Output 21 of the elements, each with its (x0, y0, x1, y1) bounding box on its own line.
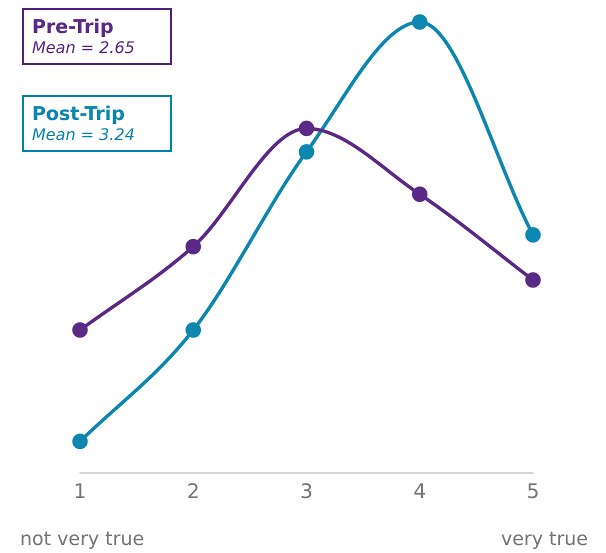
point (186, 322, 201, 338)
point (72, 434, 88, 450)
text: Pre-Trip (32, 16, 115, 38)
x-tick-label: 5 (526, 479, 540, 504)
text: not very true (20, 528, 144, 550)
x-tick-label: 3 (300, 479, 313, 504)
point (298, 144, 314, 160)
point (525, 272, 541, 288)
text: Post-Trip (32, 103, 126, 125)
point (412, 14, 428, 30)
annotation: Mean = 3.24 (32, 125, 136, 144)
point (72, 322, 88, 338)
x-tick-label: 1 (74, 479, 86, 504)
text: very true (500, 528, 588, 550)
point (298, 120, 314, 136)
x-tick-label: 4 (413, 479, 426, 504)
point (525, 227, 541, 243)
x-tick-label: 2 (186, 479, 200, 504)
point (412, 186, 428, 202)
point (186, 238, 201, 254)
annotation: Mean = 2.65 (32, 38, 136, 57)
